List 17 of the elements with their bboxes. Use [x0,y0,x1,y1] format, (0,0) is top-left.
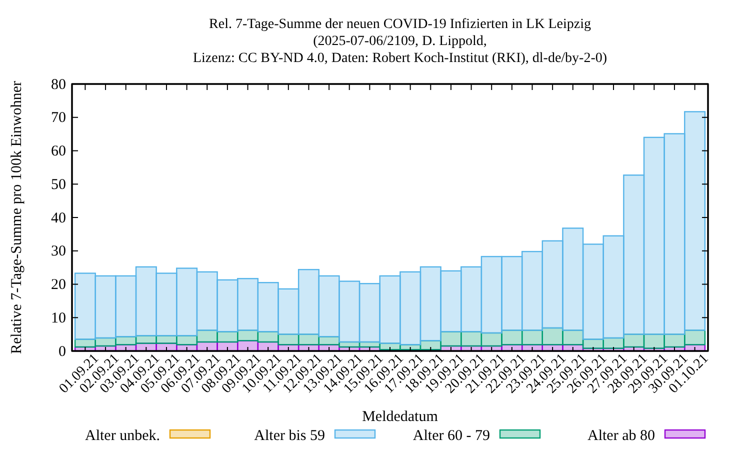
y-axis-title: Relative 7-Tage-Summe pro 100k Einwohner [9,80,25,354]
y-tick-label: 20 [51,277,66,294]
chart-subtitle: (2025-07-06/2109, D. Lippold, Lizenz: CC BY-ND 4.0, Daten: Robert Koch-Institut (RKI), dl-de/by-2-0) [192,34,608,66]
y-tick-label: 0 [58,344,66,360]
chart-title: Rel. 7-Tage-Summe der neuen COVID-19 Infizierten in LK Leipzig [209,17,591,32]
legend-label: Alter bis 59 [254,428,325,444]
y-tick-label: 70 [51,110,66,126]
legend-label: Alter 60 - 79 [412,428,490,444]
y-tick-label: 40 [51,210,66,226]
legend-label: Alter unbek. [85,428,160,444]
y-tick-label: 80 [51,76,66,93]
y-tick-label: 30 [51,244,66,260]
legend-label: Alter ab 80 [588,428,655,444]
x-axis-title: Meldedatum [362,409,438,425]
y-tick-label: 60 [51,144,66,160]
y-tick-label: 50 [51,176,66,193]
y-tick-label: 10 [51,310,66,326]
